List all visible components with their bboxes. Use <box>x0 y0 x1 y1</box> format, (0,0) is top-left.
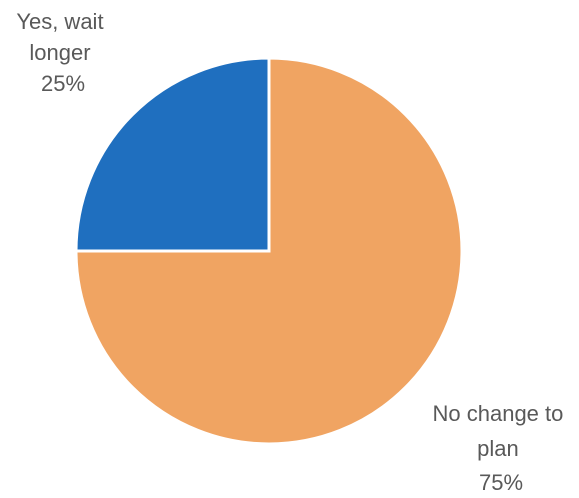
slice-label-yes-wait-longer: Yes, wait longer 25% <box>16 9 109 96</box>
pie-slice-0 <box>74 56 271 253</box>
slice-label-no-change-to-plan: No change to plan 75% <box>433 401 570 495</box>
pie-slices <box>74 56 464 446</box>
pie-slice-1 <box>74 56 464 446</box>
